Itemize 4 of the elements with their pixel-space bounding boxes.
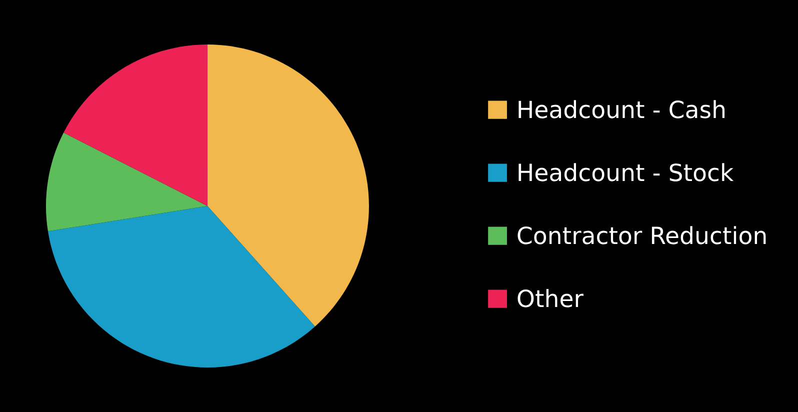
legend-label: Headcount - Stock	[518, 163, 734, 182]
legend-label: Other	[518, 289, 584, 308]
legend-label: Contractor Reduction	[518, 226, 766, 244]
legend-label: Headcount - Cash	[518, 100, 725, 118]
